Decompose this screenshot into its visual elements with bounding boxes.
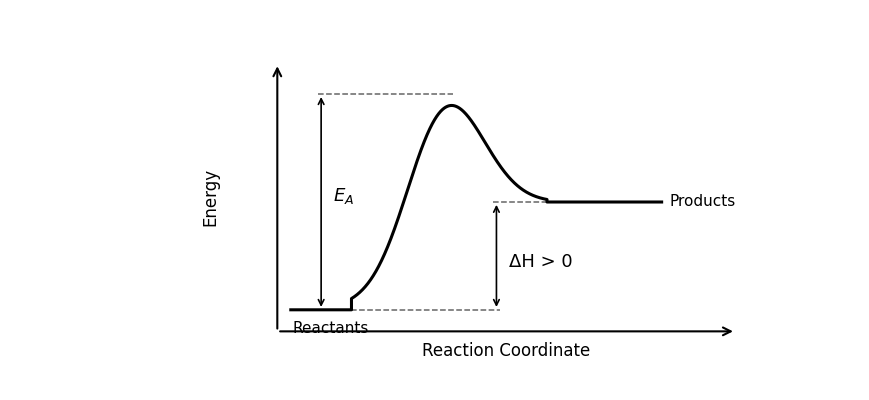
Text: Energy: Energy — [201, 168, 219, 226]
Text: Reaction Coordinate: Reaction Coordinate — [422, 342, 590, 360]
Text: Reactants: Reactants — [292, 321, 368, 336]
Text: ΔH > 0: ΔH > 0 — [508, 253, 572, 271]
Text: Products: Products — [669, 194, 735, 210]
Text: $E_A$: $E_A$ — [333, 186, 354, 206]
